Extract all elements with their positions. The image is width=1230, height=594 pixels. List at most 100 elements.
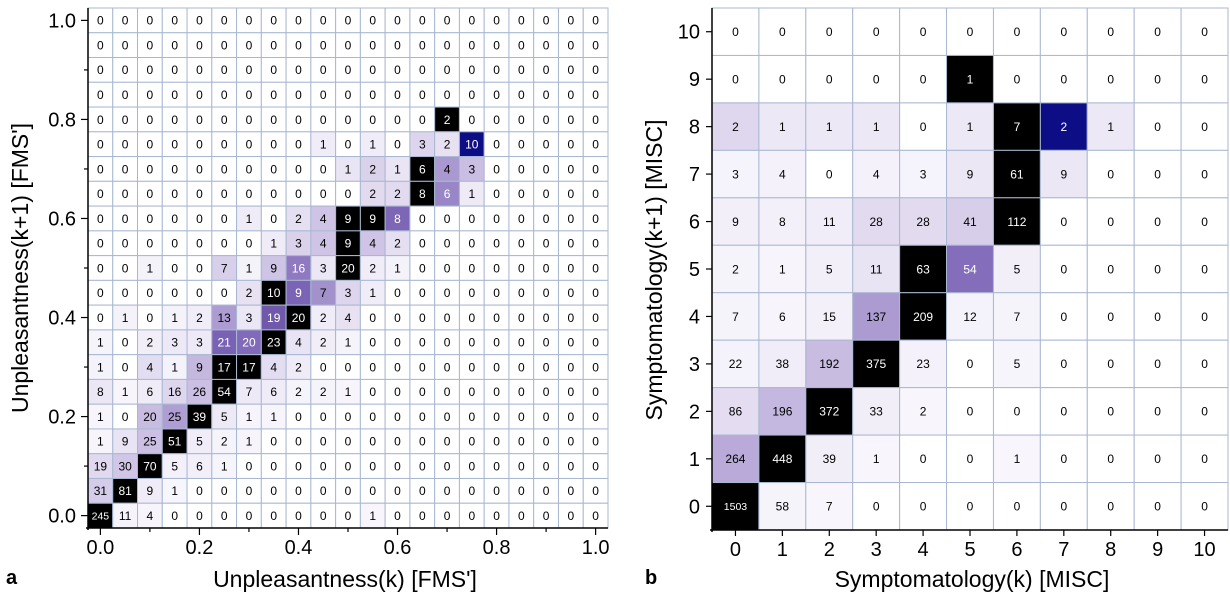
heatmap-cell — [211, 279, 238, 306]
cell-value-label: 0 — [873, 25, 880, 39]
heatmap-cell — [137, 156, 163, 182]
heatmap-cell — [186, 354, 213, 380]
cell-value-label: 0 — [1060, 73, 1067, 87]
heatmap-cell — [992, 149, 1041, 199]
cell-value-label: 0 — [369, 14, 376, 28]
cell-value-label: 0 — [122, 14, 129, 28]
cell-value-label: 0 — [592, 63, 599, 77]
cell-value-label: 0 — [246, 459, 253, 473]
cell-value-label: 0 — [171, 113, 178, 127]
cell-value-label: 9 — [345, 212, 352, 226]
cell-value-label: 1 — [1014, 452, 1021, 466]
heatmap-cell — [458, 477, 485, 504]
cell-value-label: 0 — [493, 113, 500, 127]
cell-value-label: 8 — [779, 215, 786, 229]
heatmap-cell — [161, 57, 188, 83]
cell-value-label: 448 — [772, 452, 792, 466]
cell-value-label: 0 — [592, 14, 599, 28]
heatmap-cell — [285, 81, 312, 108]
y-tick-label: 0.6 — [48, 208, 76, 230]
cell-value-label: 0 — [171, 286, 178, 300]
cell-value-label: 0 — [122, 360, 129, 374]
cell-value-label: 0 — [568, 484, 575, 498]
cell-value-label: 0 — [97, 138, 104, 152]
cell-value-label: 2 — [295, 385, 302, 399]
cell-value-label: 0 — [419, 459, 426, 473]
cell-value-label: 20 — [341, 261, 355, 275]
heatmap-cell — [1086, 149, 1135, 199]
cell-value-label: 0 — [518, 336, 525, 350]
cell-value-label: 2 — [732, 120, 739, 134]
cell-value-label: 3 — [320, 261, 327, 275]
cell-value-label: 0 — [246, 162, 253, 176]
heatmap-cell — [1039, 102, 1088, 151]
cell-value-label: 4 — [779, 167, 786, 181]
cell-value-label: 0 — [221, 138, 228, 152]
cell-value-label: 9 — [967, 167, 974, 181]
cell-value-label: 0 — [568, 509, 575, 523]
cell-value-label: 0 — [122, 138, 129, 152]
cell-value-label: 0 — [1154, 215, 1161, 229]
heatmap-cell — [758, 387, 807, 436]
cell-value-label: 0 — [1060, 500, 1067, 514]
cell-value-label: 0 — [147, 311, 154, 325]
cell-value-label: 0 — [1014, 405, 1021, 419]
cell-value-label: 0 — [592, 187, 599, 201]
x-tick-label: 0.6 — [384, 537, 412, 559]
heatmap-cell — [508, 378, 535, 405]
cell-value-label: 0 — [568, 261, 575, 275]
heatmap-cell — [946, 102, 994, 151]
cell-value-label: 0 — [1107, 310, 1114, 324]
cell-value-label: 0 — [295, 187, 302, 201]
heatmap-cell — [992, 339, 1041, 389]
cell-value-label: 0 — [369, 311, 376, 325]
cell-value-label: 0 — [97, 14, 104, 28]
cell-value-label: 0 — [1060, 452, 1067, 466]
cell-value-label: 0 — [345, 38, 352, 52]
cell-value-label: 0 — [568, 14, 575, 28]
cell-value-label: 0 — [320, 410, 327, 424]
cell-value-label: 0 — [147, 286, 154, 300]
heatmap-cell — [508, 230, 535, 257]
cell-value-label: 0 — [295, 484, 302, 498]
cell-value-label: 0 — [97, 88, 104, 102]
cell-value-label: 0 — [493, 237, 500, 251]
heatmap-cell — [557, 205, 584, 232]
heatmap-cell — [359, 428, 386, 455]
cell-value-label: 0 — [518, 360, 525, 374]
cell-value-label: 5 — [221, 410, 228, 424]
cell-value-label: 4 — [873, 167, 880, 181]
cell-value-label: 10 — [465, 138, 479, 152]
cell-value-label: 4 — [320, 237, 327, 251]
cell-value-label: 0 — [826, 167, 833, 181]
x-tick-label: 1 — [777, 539, 788, 561]
cell-value-label: 1 — [394, 162, 401, 176]
cell-value-label: 0 — [1014, 25, 1021, 39]
heatmap-cell — [1039, 7, 1088, 56]
cell-value-label: 0 — [1107, 262, 1114, 276]
cell-value-label: 63 — [916, 262, 930, 276]
cell-value-label: 1503 — [724, 501, 748, 513]
cell-value-label: 2 — [320, 385, 327, 399]
heatmap-cell — [805, 102, 854, 151]
cell-value-label: 0 — [493, 162, 500, 176]
heatmap-cell — [946, 482, 994, 531]
heatmap-cell — [1086, 102, 1135, 151]
cell-value-label: 0 — [444, 410, 451, 424]
cell-value-label: 7 — [1014, 310, 1021, 324]
cell-value-label: 3 — [920, 167, 927, 181]
cell-value-label: 0 — [394, 484, 401, 498]
cell-value-label: 0 — [295, 63, 302, 77]
cell-value-label: 0 — [568, 88, 575, 102]
cell-value-label: 9 — [1060, 167, 1067, 181]
cell-value-label: 5 — [196, 435, 203, 449]
x-tick-label: 0.4 — [285, 537, 313, 559]
cell-value-label: 0 — [196, 212, 203, 226]
cell-value-label: 0 — [221, 162, 228, 176]
cell-value-label: 1 — [221, 459, 228, 473]
heatmap-cell — [409, 502, 436, 529]
cell-value-label: 0 — [270, 212, 277, 226]
cell-value-label: 0 — [468, 14, 475, 28]
heatmap-cell — [87, 106, 114, 133]
cell-value-label: 9 — [147, 484, 154, 498]
